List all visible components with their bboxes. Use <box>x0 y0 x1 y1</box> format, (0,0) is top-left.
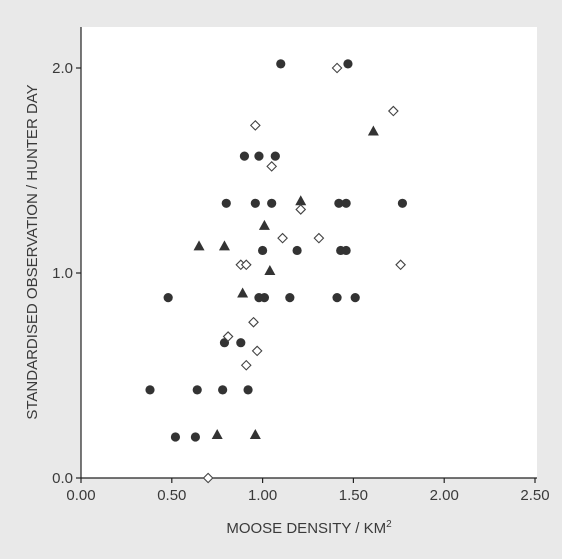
diamond-marker <box>222 331 234 342</box>
circle-marker <box>285 293 295 303</box>
data-markers <box>145 59 408 484</box>
diamond-marker <box>295 204 307 215</box>
y-tick-label: 1.0 <box>52 265 73 282</box>
circle-marker <box>341 245 351 256</box>
diamond-marker <box>331 62 343 74</box>
x-axis-ticks: 0.00 0.50 1.00 1.50 2.00 2.50 <box>66 478 550 504</box>
diamond-marker <box>249 120 261 131</box>
x-tick-label: 1.50 <box>339 487 368 504</box>
triangle-marker <box>249 428 261 439</box>
circle-marker <box>221 198 231 208</box>
circle-marker <box>254 151 264 161</box>
x-axis-label-text: MOOSE DENSITY / KM <box>226 520 386 537</box>
x-axis-label-superscript: 2 <box>386 519 392 530</box>
x-tick-label: 0.00 <box>66 487 95 504</box>
diamond-marker <box>395 259 406 271</box>
circle-marker <box>334 198 344 208</box>
triangle-marker <box>211 428 223 439</box>
diamond-marker <box>313 232 325 244</box>
x-tick-label: 0.50 <box>157 487 186 504</box>
diamond-marker <box>248 316 259 328</box>
circle-marker <box>276 59 286 69</box>
circle-marker <box>163 293 173 303</box>
diamond-marker <box>251 345 263 357</box>
circle-marker <box>343 59 353 69</box>
circle-marker <box>218 385 228 395</box>
diamond-marker <box>277 232 288 244</box>
x-tick-label: 2.50 <box>520 487 549 504</box>
circle-marker <box>250 198 260 208</box>
circle-marker <box>170 432 181 442</box>
circle-marker <box>258 245 268 256</box>
circle-marker <box>145 385 155 395</box>
circle-marker <box>243 385 253 395</box>
diamond-marker <box>202 472 214 484</box>
x-tick-label: 1.00 <box>248 487 277 504</box>
circle-marker <box>341 198 351 208</box>
diamond-marker <box>266 161 278 172</box>
circle-marker <box>350 293 360 303</box>
y-axis-ticks: 0.0 1.0 2.0 <box>52 60 81 487</box>
circle-marker <box>239 151 250 161</box>
triangle-marker <box>237 287 249 298</box>
diamond-marker <box>240 359 252 371</box>
y-tick-label: 0.0 <box>52 470 73 487</box>
x-tick-label: 2.00 <box>430 487 459 504</box>
circle-marker <box>259 293 270 303</box>
triangle-marker <box>367 125 379 136</box>
triangle-marker <box>258 219 270 230</box>
circle-marker <box>292 245 302 256</box>
circle-marker <box>190 432 201 442</box>
diamond-marker <box>387 105 399 117</box>
circle-marker <box>236 338 246 348</box>
plot-area <box>81 27 537 478</box>
diamond-marker <box>240 259 252 271</box>
triangle-marker <box>193 240 205 251</box>
x-axis-label: MOOSE DENSITY / KM2 <box>226 519 392 537</box>
triangle-marker <box>218 240 230 251</box>
circle-marker <box>192 385 202 395</box>
y-axis-label: STANDARDISED OBSERVATION / HUNTER DAY <box>24 84 41 419</box>
circle-marker <box>397 198 408 208</box>
circle-marker <box>332 293 342 303</box>
triangle-marker <box>295 195 307 206</box>
circle-marker <box>267 198 277 208</box>
y-tick-label: 2.0 <box>52 60 73 77</box>
triangle-marker <box>264 264 276 275</box>
circle-marker <box>270 151 280 161</box>
